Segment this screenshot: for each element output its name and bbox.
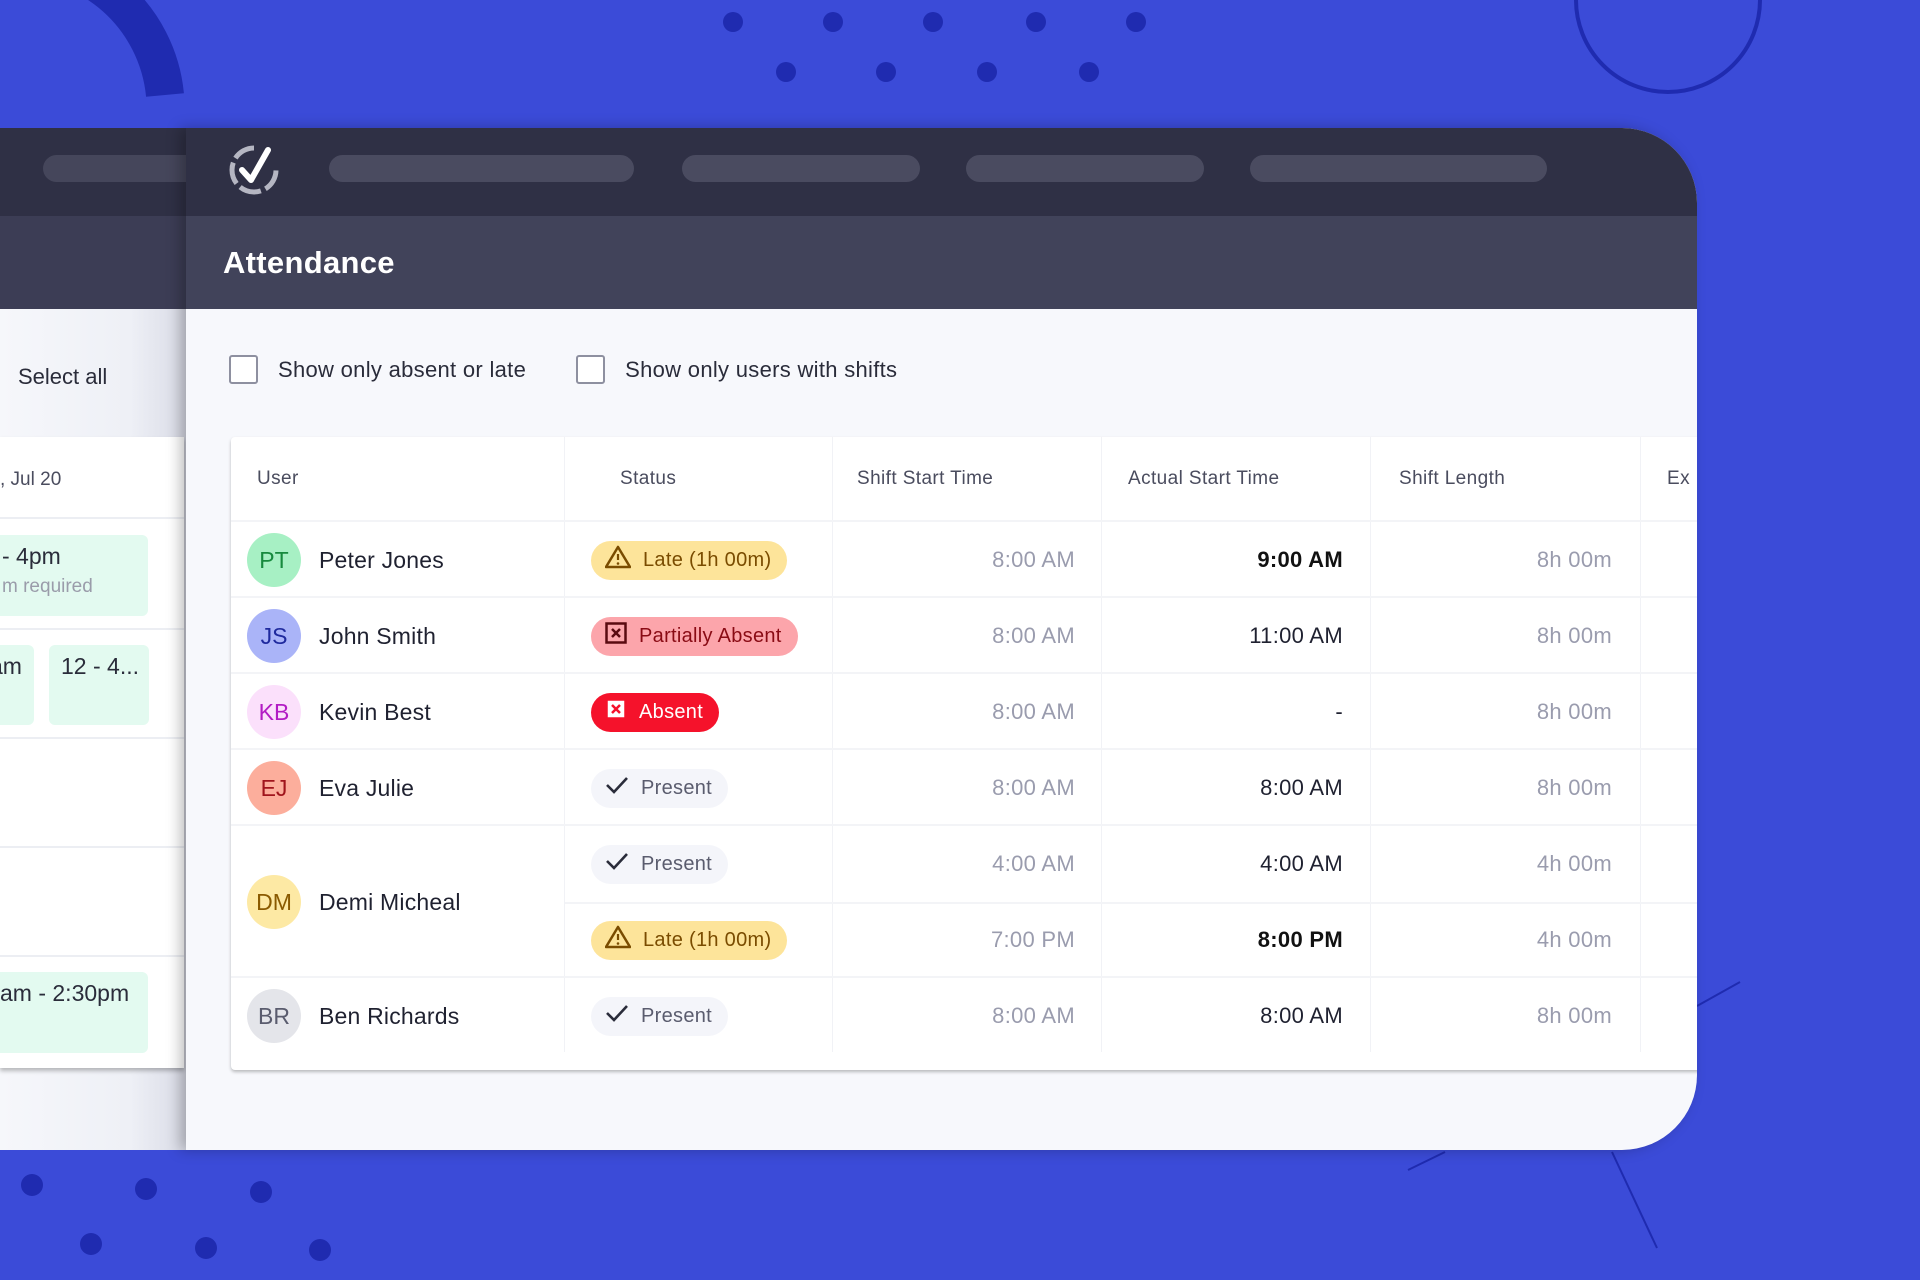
shift-start-time: 4:00 AM (992, 851, 1075, 876)
table-row[interactable]: KB Kevin Best Absent 8:00 AM - 8h 00m (231, 672, 1697, 748)
table-row[interactable]: DM Demi Micheal Present 4:00 AM 4:00 AM 4h 00… (231, 824, 1697, 976)
check-icon (605, 775, 629, 801)
warning-icon (604, 925, 632, 955)
warning-icon (604, 545, 632, 575)
nav-item[interactable] (1250, 155, 1547, 182)
column-header-shift-length[interactable]: Shift Length (1399, 468, 1506, 489)
shift-length: 8h 00m (1536, 699, 1612, 724)
shift-block[interactable]: am - 2:30pm (0, 972, 148, 1053)
shift-block[interactable]: am (0, 645, 34, 725)
attendance-table: User Status Shift Start Time Actual Star… (231, 437, 1697, 1070)
shift-length: 8h 00m (1536, 623, 1612, 648)
status-badge: Late (1h 00m) (591, 540, 788, 580)
column-header-actual-start[interactable]: Actual Start Time (1128, 468, 1280, 489)
top-nav (186, 128, 1697, 216)
shift-length: 8h 00m (1536, 547, 1612, 572)
users-with-shifts-checkbox[interactable] (576, 355, 606, 384)
status-badge: Present (591, 996, 729, 1036)
check-icon (605, 1003, 629, 1029)
page-title: Attendance (223, 245, 395, 280)
schedule-date: , Jul 20 (0, 469, 62, 490)
column-header-extra[interactable]: Ex (1667, 468, 1690, 489)
check-circle-icon (229, 145, 279, 195)
avatar: KB (247, 685, 301, 739)
column-header-user[interactable]: User (257, 468, 299, 489)
avatar: BR (247, 989, 301, 1043)
decor-dots (21, 12, 1146, 1261)
table-row[interactable]: EJ Eva Julie Present 8:00 AM 8:00 AM 8h 00m (231, 748, 1697, 824)
shift-start-time: 7:00 PM (990, 927, 1075, 952)
filter-label[interactable]: Show only absent or late (278, 356, 527, 382)
shift-start-time: 8:00 AM (992, 775, 1075, 800)
status-badge: Present (591, 844, 729, 884)
status-badge: Partially Absent (591, 616, 798, 656)
user-name[interactable]: Eva Julie (319, 774, 415, 801)
absent-late-checkbox[interactable] (229, 355, 258, 384)
actual-start-time: 8:00 AM (1260, 1003, 1343, 1028)
avatar: JS (247, 609, 301, 663)
shift-block[interactable]: - 4pm m required (0, 535, 148, 616)
actual-start-time: 4:00 AM (1260, 851, 1343, 876)
user-name[interactable]: John Smith (319, 622, 437, 649)
actual-start-time: - (1335, 699, 1343, 724)
check-icon (605, 851, 629, 877)
actual-start-time: 8:00 PM (1257, 927, 1343, 952)
shift-start-time: 8:00 AM (992, 623, 1075, 648)
x-square-icon (605, 698, 627, 726)
table-row[interactable]: PT Peter Jones Late (1h 00m) 8:00 AM 9:00 AM… (231, 520, 1697, 596)
actual-start-time: 11:00 AM (1249, 623, 1343, 648)
user-name[interactable]: Peter Jones (319, 546, 444, 573)
avatar: DM (247, 875, 301, 929)
shift-start-time: 8:00 AM (992, 699, 1075, 724)
actual-start-time: 8:00 AM (1260, 775, 1343, 800)
table-row[interactable]: JS John Smith Partially Absent 8:00 AM 11:00… (231, 596, 1697, 672)
filters: Show only absent or late Show only users… (229, 355, 947, 384)
status-badge: Present (591, 768, 729, 808)
user-name[interactable]: Ben Richards (319, 1002, 460, 1029)
nav-item[interactable] (966, 155, 1204, 182)
user-name[interactable]: Demi Micheal (319, 888, 461, 915)
nav-item[interactable] (329, 155, 634, 182)
status-badge: Late (1h 00m) (591, 920, 788, 960)
attendance-window: Attendance Show only absent or late Show… (186, 128, 1697, 1150)
table-row[interactable]: BR Ben Richards Present 8:00 AM 8:00 AM 8h 00… (231, 976, 1697, 1052)
shift-length: 8h 00m (1536, 1003, 1612, 1028)
x-square-icon (605, 622, 627, 650)
shift-length: 4h 00m (1536, 927, 1612, 952)
user-name[interactable]: Kevin Best (319, 698, 431, 725)
column-header-status[interactable]: Status (620, 468, 677, 489)
column-header-shift-start[interactable]: Shift Start Time (857, 468, 994, 489)
select-all-label[interactable]: Select all (18, 364, 108, 389)
status-badge: Absent (591, 692, 720, 732)
filter-label[interactable]: Show only users with shifts (625, 356, 898, 382)
shift-start-time: 8:00 AM (992, 1003, 1075, 1028)
actual-start-time: 9:00 AM (1257, 547, 1343, 572)
shift-block[interactable]: 12 - 4... (49, 645, 149, 725)
shift-start-time: 8:00 AM (992, 547, 1075, 572)
shift-length: 4h 00m (1536, 851, 1612, 876)
avatar: PT (247, 533, 301, 587)
avatar: EJ (247, 761, 301, 815)
nav-placeholder (43, 155, 186, 182)
nav-item[interactable] (682, 155, 920, 182)
shift-length: 8h 00m (1536, 775, 1612, 800)
